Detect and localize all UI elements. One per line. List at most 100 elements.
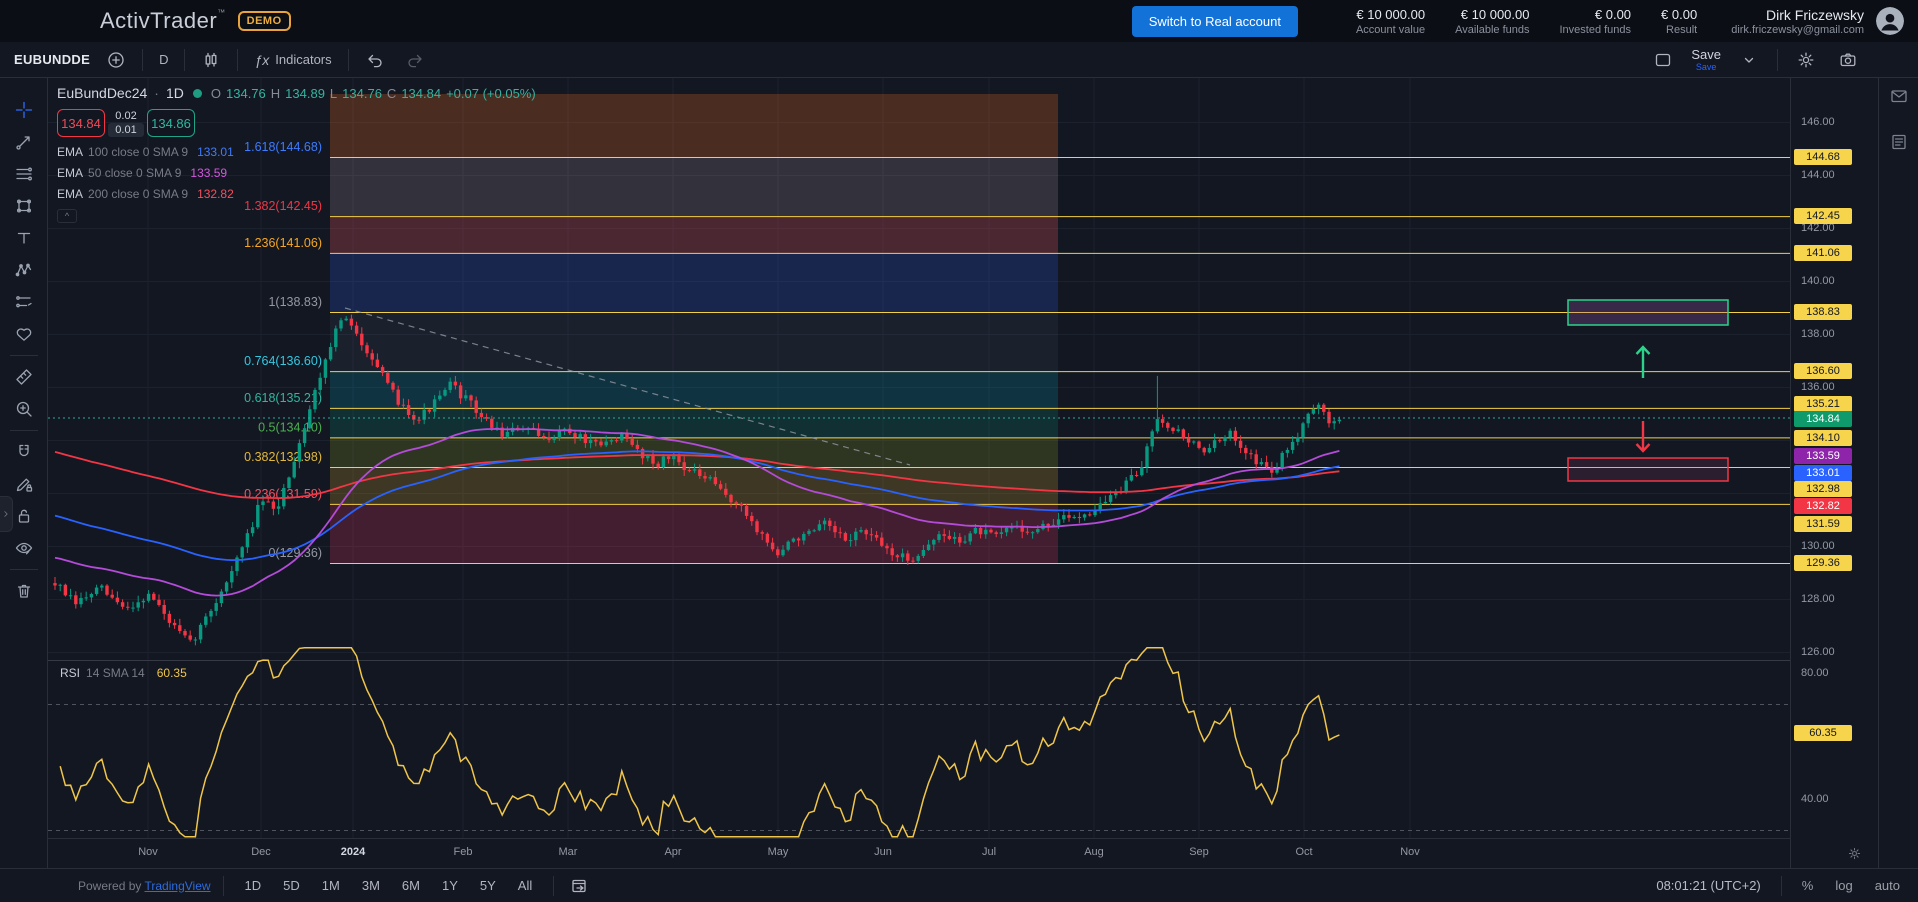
- month-label: 2024: [340, 846, 366, 858]
- drawn-arrow-up[interactable]: [1635, 345, 1651, 378]
- fib-level-label: 1.618(144.68): [244, 140, 322, 154]
- range-1y-button[interactable]: 1Y: [441, 878, 458, 893]
- right-rail: [1878, 78, 1918, 868]
- legend-collapse-button[interactable]: ^: [57, 209, 77, 223]
- chevron-down-icon[interactable]: [1735, 47, 1763, 73]
- price-badge: 129.36: [1794, 555, 1852, 571]
- ema-legend-row[interactable]: EMA 50 close 0 SMA 9 133.59: [57, 166, 228, 180]
- clock[interactable]: 08:01:21 (UTC+2): [1656, 878, 1761, 893]
- ema-200-line: [54, 451, 1340, 500]
- crosshair-icon[interactable]: [7, 94, 41, 126]
- layout-icon[interactable]: [1649, 47, 1677, 73]
- symbol-button[interactable]: EUBUNDDE: [14, 52, 91, 67]
- app-header: ActivTrader™ DEMO Switch to Real account…: [0, 0, 1918, 42]
- price-badge: 132.98: [1794, 481, 1852, 497]
- fib-level-label: 1.236(141.06): [244, 236, 322, 250]
- indicator-legend: EMA 100 close 0 SMA 9 133.01 EMA 50 close 0 …: [57, 145, 536, 201]
- account-stat: € 10 000.00 Available funds: [1455, 6, 1530, 36]
- gear-icon[interactable]: [1792, 47, 1820, 73]
- chart-type-candles-icon[interactable]: [197, 47, 225, 73]
- price-tick: 140.00: [1801, 275, 1835, 287]
- month-label: May: [767, 846, 789, 858]
- time-axis[interactable]: Nov Dec 2024 Feb Mar Apr May Jun Jul Aug Sep Oct Nov: [48, 838, 1790, 868]
- instrument-title[interactable]: EuBundDec24: [57, 85, 148, 101]
- measure-icon[interactable]: [7, 361, 41, 393]
- range-1d-button[interactable]: 1D: [244, 878, 262, 893]
- drawing-sync-lock-icon[interactable]: [7, 468, 41, 500]
- range-buttons: 1D 5D 1M 3M 6M 1Y 5Y All: [236, 875, 542, 896]
- remove-drawings-icon[interactable]: [7, 575, 41, 607]
- price-badge: 134.84: [1794, 411, 1852, 427]
- price-tick: 144.00: [1801, 169, 1835, 181]
- range-all-button[interactable]: All: [517, 878, 533, 893]
- range-6m-button[interactable]: 6M: [401, 878, 420, 893]
- drawing-toolbar: [0, 78, 48, 868]
- zoom-in-icon[interactable]: [7, 393, 41, 425]
- fib-retracement-icon[interactable]: [7, 158, 41, 190]
- redo-icon[interactable]: [401, 47, 429, 73]
- ema-50-line: [54, 427, 1340, 597]
- rsi-line: [59, 647, 1340, 838]
- range-3m-button[interactable]: 3M: [361, 878, 380, 893]
- save-button[interactable]: Save Save: [1691, 46, 1721, 72]
- candles: [53, 314, 1342, 646]
- ohlc-value: 134.76: [342, 85, 382, 101]
- text-icon[interactable]: [7, 222, 41, 254]
- ohlc-value: 134.76: [226, 85, 266, 101]
- lock-all-drawings-icon[interactable]: [7, 500, 41, 532]
- ohlc-key: O: [210, 85, 221, 101]
- xabcd-pattern-icon[interactable]: [7, 254, 41, 286]
- price-badge: 60.35: [1794, 725, 1852, 741]
- mail-icon[interactable]: [1889, 86, 1909, 106]
- go-to-date-icon[interactable]: [566, 873, 594, 899]
- drawn-rectangle[interactable]: [1567, 299, 1729, 326]
- user-name: Dirk Friczewsky: [1766, 6, 1864, 23]
- auto-scale-button[interactable]: auto: [1874, 878, 1900, 893]
- ohlc-key: L: [329, 85, 338, 101]
- shapes-icon[interactable]: [7, 190, 41, 222]
- price-axis[interactable]: 146.00 144.00 142.00 140.00 138.00 136.00 130.…: [1790, 78, 1878, 868]
- switch-to-real-account-button[interactable]: Switch to Real account: [1131, 5, 1298, 37]
- account-stat: € 0.00 Result: [1661, 6, 1698, 36]
- demo-badge: DEMO: [237, 11, 291, 31]
- ema-legend-row[interactable]: EMA 200 close 0 SMA 9 132.82: [57, 187, 234, 201]
- axis-settings-gear-icon[interactable]: [1847, 846, 1862, 861]
- fib-level-label: 1.382(142.45): [244, 199, 322, 213]
- range-1m-button[interactable]: 1M: [321, 878, 340, 893]
- news-icon[interactable]: [1889, 132, 1909, 152]
- buy-button[interactable]: 134.86: [147, 109, 195, 137]
- hide-all-drawings-icon[interactable]: [7, 532, 41, 564]
- sell-button[interactable]: 134.84: [57, 109, 105, 137]
- tradingview-link[interactable]: TradingView: [144, 878, 211, 893]
- user-info: Dirk Friczewsky dirk.friczewsky@gmail.co…: [1731, 7, 1864, 36]
- camera-icon[interactable]: [1834, 47, 1862, 73]
- month-label: Jul: [981, 846, 997, 858]
- rsi-legend: RSI 14 SMA 14 60.35: [60, 666, 187, 680]
- ema-legend-row[interactable]: EMA 100 close 0 SMA 9 133.01: [57, 145, 234, 159]
- drawn-arrow-down[interactable]: [1635, 421, 1651, 453]
- magnet-icon[interactable]: [7, 436, 41, 468]
- range-5y-button[interactable]: 5Y: [479, 878, 496, 893]
- price-tick: 40.00: [1801, 793, 1829, 805]
- log-scale-button[interactable]: log: [1835, 878, 1853, 893]
- range-5d-button[interactable]: 5D: [283, 878, 300, 893]
- price-chart[interactable]: 1.618(144.68) 1.382(142.45) 1.236(141.06) 1…: [48, 78, 1790, 838]
- price-badge: 141.06: [1794, 245, 1852, 261]
- interval-button[interactable]: D: [159, 52, 169, 67]
- percent-scale-button[interactable]: %: [1801, 878, 1814, 893]
- fib-level-label: 0.618(135.21): [244, 391, 322, 405]
- month-label: Feb: [453, 846, 473, 858]
- undo-icon[interactable]: [361, 47, 389, 73]
- favorites-icon[interactable]: [7, 318, 41, 350]
- price-badge: 144.68: [1794, 149, 1852, 165]
- chart-area[interactable]: 1.618(144.68) 1.382(142.45) 1.236(141.06) 1…: [48, 78, 1790, 868]
- indicators-button[interactable]: ƒx Indicators: [254, 51, 332, 68]
- trend-line-icon[interactable]: [7, 126, 41, 158]
- price-badge: 133.01: [1794, 465, 1852, 481]
- drawn-rectangle[interactable]: [1567, 457, 1729, 482]
- panel-expand-icon[interactable]: [0, 496, 13, 532]
- compare-add-icon[interactable]: [102, 47, 130, 73]
- avatar[interactable]: [1876, 7, 1904, 35]
- month-label: Nov: [1400, 846, 1420, 858]
- forecast-icon[interactable]: [7, 286, 41, 318]
